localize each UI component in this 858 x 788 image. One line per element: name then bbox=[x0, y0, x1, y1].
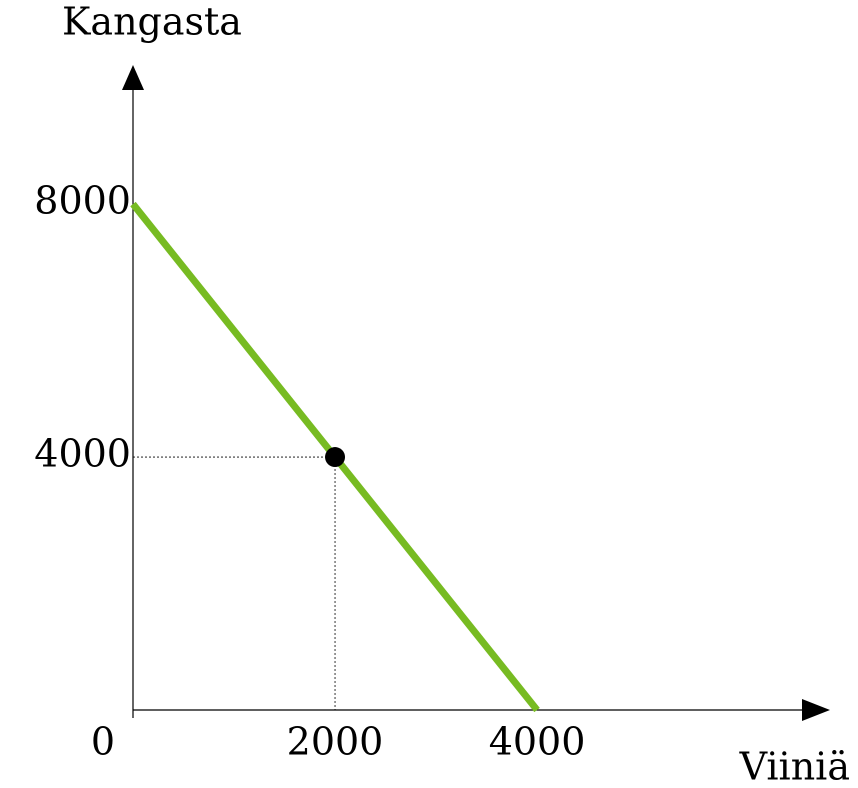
x-axis-arrow bbox=[802, 699, 830, 721]
y-tick-label: 8000 bbox=[34, 179, 131, 223]
y-axis-label: Kangasta bbox=[62, 0, 242, 44]
point bbox=[325, 447, 346, 468]
x-axis-label: Viiniä bbox=[739, 745, 850, 788]
y-tick-label: 4000 bbox=[34, 432, 131, 476]
x-tick-label: 4000 bbox=[489, 720, 586, 764]
x-tick-label: 2000 bbox=[287, 720, 384, 764]
y-axis-arrow bbox=[122, 65, 144, 90]
x-tick-label: 0 bbox=[91, 720, 115, 764]
